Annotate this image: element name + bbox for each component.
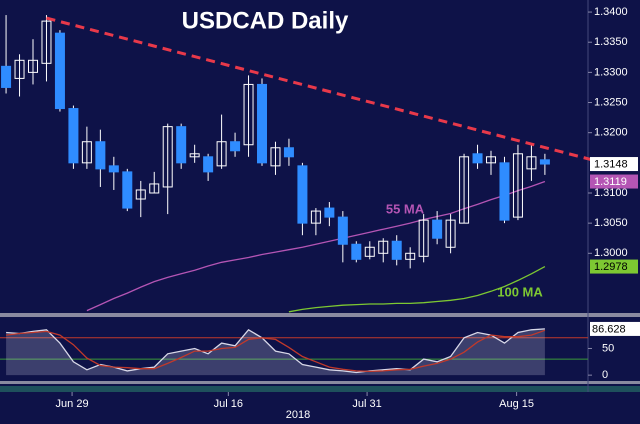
value-box bbox=[590, 157, 638, 172]
value-box bbox=[590, 174, 638, 189]
y-tick-label: 1.3250 bbox=[594, 96, 628, 108]
candle-body bbox=[486, 156, 497, 164]
candle-body bbox=[472, 153, 483, 164]
candle-body bbox=[28, 59, 39, 73]
candle-body bbox=[81, 141, 92, 164]
candle-body bbox=[257, 83, 268, 164]
y-tick-label: 1.3400 bbox=[594, 6, 628, 18]
y-tick-label: 1.3350 bbox=[594, 36, 628, 48]
candle-body bbox=[445, 219, 456, 248]
x-tick-label: Jul 31 bbox=[352, 398, 381, 410]
value-box-label: 1.3119 bbox=[594, 176, 627, 188]
value-box bbox=[590, 259, 638, 274]
candle-body bbox=[391, 240, 402, 260]
candle-body bbox=[364, 246, 375, 257]
y-tick-label: 1.3100 bbox=[594, 187, 628, 199]
candle-body bbox=[1, 65, 12, 88]
panel-separator bbox=[0, 313, 640, 317]
candle-body bbox=[216, 141, 227, 167]
candle-body bbox=[310, 210, 321, 224]
value-box-label: 1.2978 bbox=[594, 261, 628, 273]
y-tick-label: 1.3050 bbox=[594, 217, 628, 229]
panel-separator bbox=[0, 381, 640, 384]
candle-body bbox=[459, 156, 470, 224]
y-tick-label: 1.3300 bbox=[594, 66, 628, 78]
candle-body bbox=[230, 141, 241, 152]
osc-line bbox=[6, 329, 546, 373]
candle-body bbox=[176, 126, 187, 164]
candle-body bbox=[108, 165, 119, 173]
candle-body bbox=[270, 147, 281, 167]
value-box-label: 86.628 bbox=[592, 323, 626, 335]
candle-body bbox=[122, 171, 133, 209]
x-tick-label: Jul 16 bbox=[214, 398, 243, 410]
y-tick-label: 1.3000 bbox=[594, 247, 628, 259]
y-tick-label: 1.3200 bbox=[594, 127, 628, 139]
x-tick-label: Jun 29 bbox=[56, 398, 89, 410]
panel-strip bbox=[0, 386, 640, 392]
candle-body bbox=[95, 141, 106, 170]
candle-body bbox=[418, 219, 429, 257]
candle-body bbox=[539, 159, 550, 165]
osc-tick-label: 50 bbox=[602, 342, 614, 354]
value-box-label: 1.3148 bbox=[594, 158, 628, 170]
chart-title: USDCAD Daily bbox=[182, 7, 349, 34]
candle-body bbox=[162, 126, 173, 188]
series-label: 100 MA bbox=[497, 284, 543, 299]
candle-body bbox=[337, 216, 348, 245]
x-axis-title: 2018 bbox=[286, 409, 310, 421]
osc-line bbox=[6, 328, 545, 374]
candle-body bbox=[14, 59, 25, 79]
ma-line bbox=[288, 266, 546, 313]
candle-body bbox=[405, 252, 416, 260]
candle-body bbox=[526, 156, 537, 170]
candle-body bbox=[297, 165, 308, 224]
osc-tick-label: 0 bbox=[602, 369, 608, 381]
candle-body bbox=[68, 108, 79, 164]
series-label: 55 MA bbox=[386, 201, 425, 216]
candle-body bbox=[499, 162, 510, 221]
candle-body bbox=[189, 153, 200, 158]
candle-body bbox=[135, 189, 146, 200]
candle-body bbox=[283, 147, 294, 158]
candle-body bbox=[351, 243, 362, 260]
candle-body bbox=[378, 240, 389, 254]
candle-body bbox=[54, 32, 65, 110]
candle-body bbox=[243, 83, 254, 146]
candle-body bbox=[512, 153, 523, 218]
candle-body bbox=[432, 219, 443, 239]
candle-body bbox=[41, 20, 52, 64]
candle-body bbox=[324, 207, 335, 218]
osc-area bbox=[6, 328, 545, 376]
trendline bbox=[46, 16, 593, 162]
value-box bbox=[590, 321, 640, 336]
x-tick-label: Aug 15 bbox=[499, 398, 534, 410]
candle-body bbox=[203, 156, 214, 173]
candle-body bbox=[149, 183, 160, 194]
